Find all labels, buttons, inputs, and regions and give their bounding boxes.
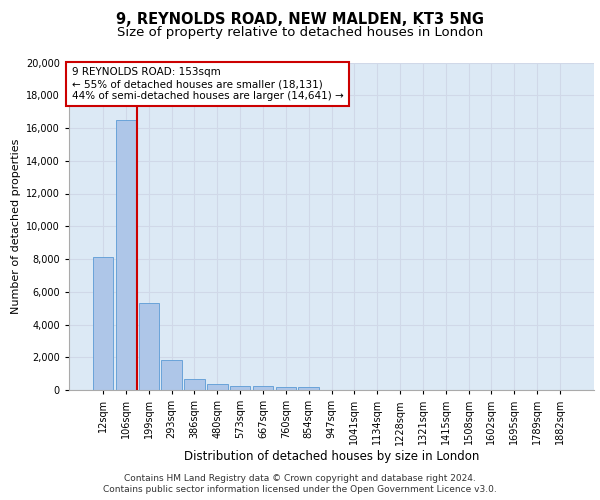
Bar — [230, 386, 250, 390]
Text: Size of property relative to detached houses in London: Size of property relative to detached ho… — [117, 26, 483, 39]
Bar — [184, 380, 205, 390]
Bar — [139, 303, 159, 390]
Text: 9 REYNOLDS ROAD: 153sqm
← 55% of detached houses are smaller (18,131)
44% of sem: 9 REYNOLDS ROAD: 153sqm ← 55% of detache… — [71, 68, 343, 100]
Text: Contains HM Land Registry data © Crown copyright and database right 2024.
Contai: Contains HM Land Registry data © Crown c… — [103, 474, 497, 494]
Y-axis label: Number of detached properties: Number of detached properties — [11, 138, 20, 314]
Bar — [93, 258, 113, 390]
Bar — [298, 387, 319, 390]
Bar — [207, 384, 227, 390]
Bar — [161, 360, 182, 390]
Bar — [275, 386, 296, 390]
Text: 9, REYNOLDS ROAD, NEW MALDEN, KT3 5NG: 9, REYNOLDS ROAD, NEW MALDEN, KT3 5NG — [116, 12, 484, 28]
Bar — [253, 386, 273, 390]
Bar — [116, 120, 136, 390]
X-axis label: Distribution of detached houses by size in London: Distribution of detached houses by size … — [184, 450, 479, 463]
